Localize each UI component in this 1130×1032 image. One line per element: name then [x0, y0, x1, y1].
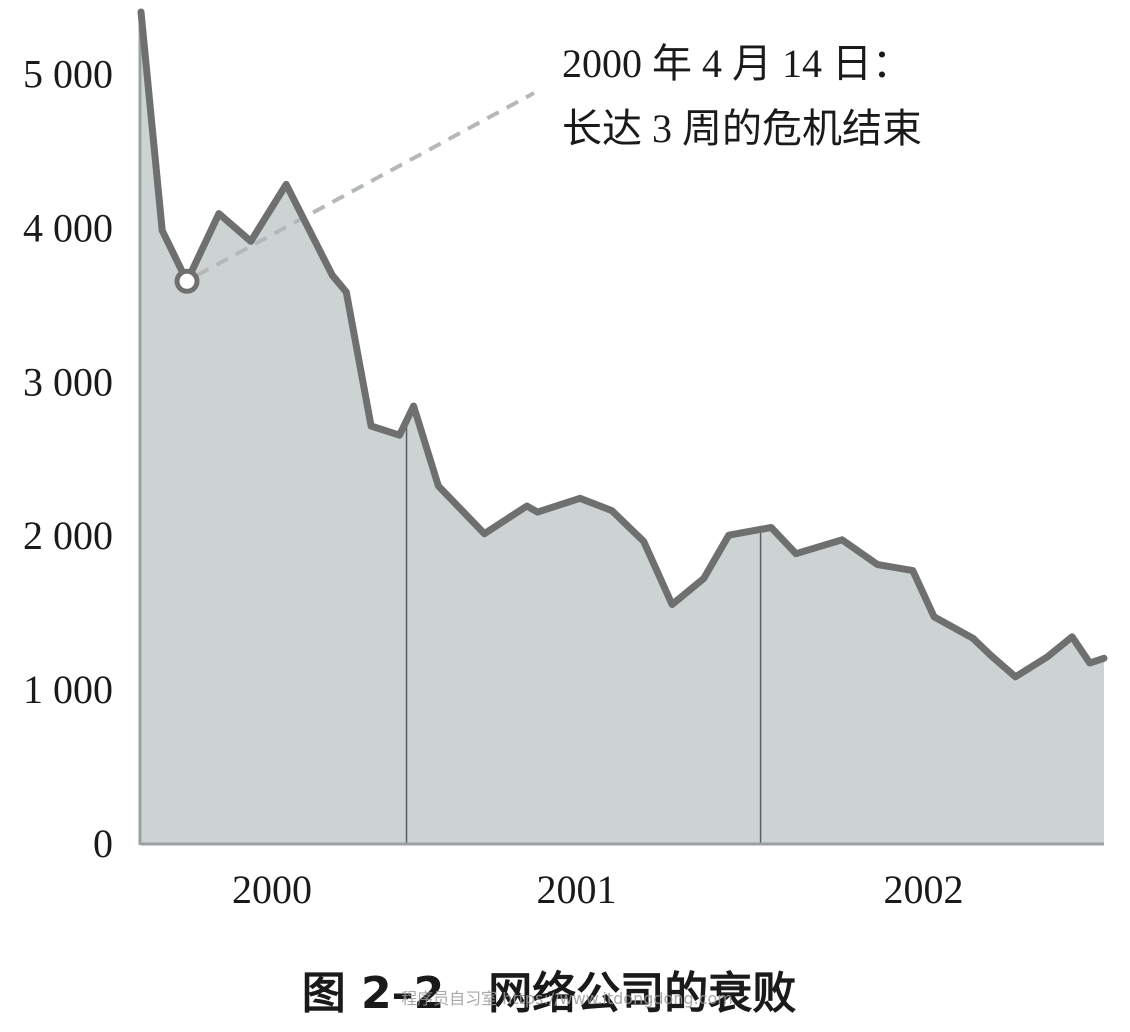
- series-line: [137, 8, 1108, 681]
- y-tick-label: 0: [93, 821, 113, 866]
- y-tick-label: 2 000: [23, 513, 113, 558]
- y-tick-label: 3 000: [23, 359, 113, 404]
- figure-caption: 图 2–2 网络公司的衰败: [302, 968, 797, 1019]
- annotation-description: 长达 3 周的危机结束: [562, 106, 922, 151]
- annotation-date: 2000 年 4 月 14 日：: [562, 41, 912, 86]
- watermark: 程序员自习室 https://www.itdongdong.com: [401, 989, 733, 1008]
- annotation-leader: [196, 91, 535, 278]
- x-year-label: 2002: [883, 867, 963, 912]
- y-tick-label: 4 000: [23, 205, 113, 250]
- area-fill: [141, 12, 1104, 843]
- y-tick-labels: 0 1 000 2 000 3 000 4 000 5 000: [23, 52, 113, 866]
- year-dividers: [405, 420, 762, 843]
- x-year-labels: 2000 2001 2002: [232, 867, 963, 912]
- x-year-label: 2001: [536, 867, 616, 912]
- y-tick-label: 1 000: [23, 667, 113, 712]
- x-year-label: 2000: [232, 867, 312, 912]
- highlight-point: [174, 268, 200, 294]
- y-tick-label: 5 000: [23, 52, 113, 97]
